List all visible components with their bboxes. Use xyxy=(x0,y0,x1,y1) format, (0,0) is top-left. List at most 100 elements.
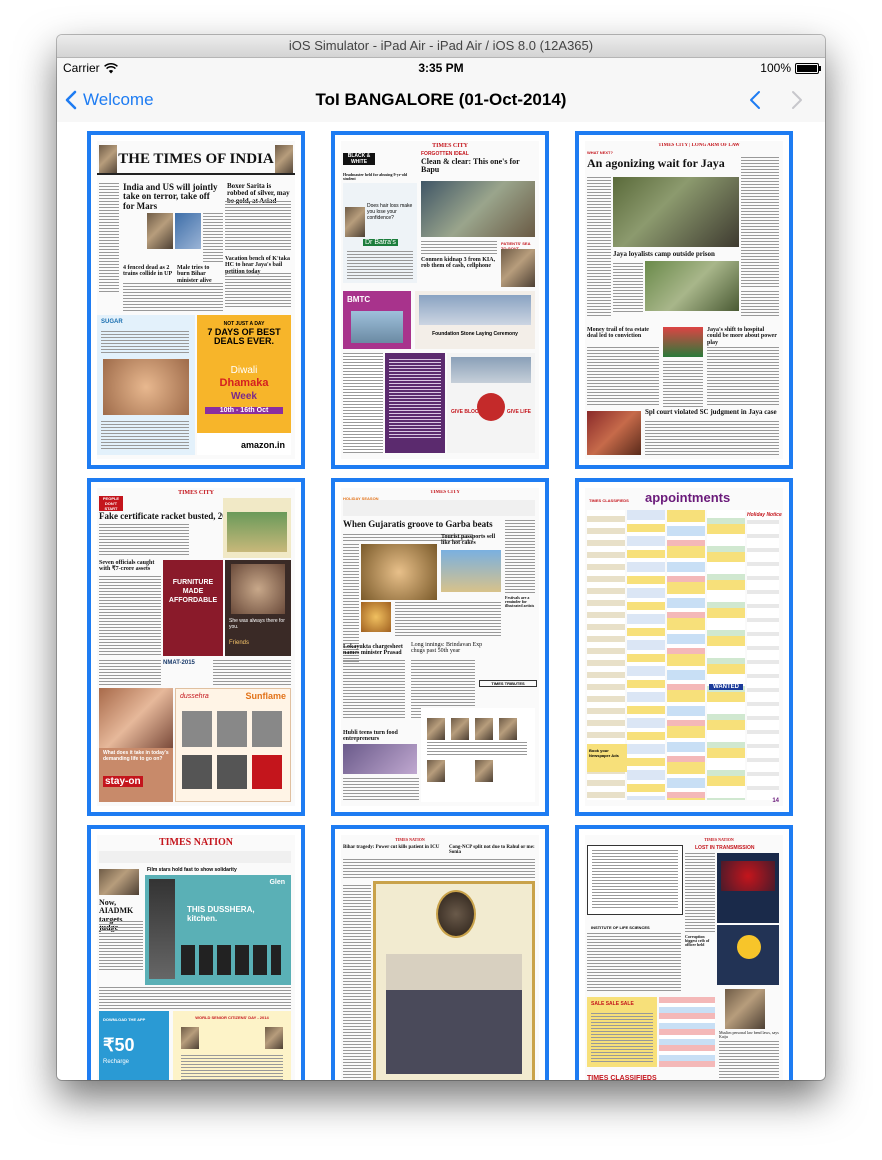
text-column xyxy=(203,213,223,263)
photo xyxy=(147,213,173,249)
classified-column xyxy=(667,510,705,800)
page-thumbnail-9[interactable]: TIMES NATION LOST IN TRANSMISSION Corrup… xyxy=(575,825,793,1080)
page-number: 14 xyxy=(772,798,779,804)
ad-text: NOT JUST A DAY xyxy=(223,321,265,327)
simulator-window: iOS Simulator - iPad Air - iPad Air / iO… xyxy=(57,35,825,1080)
ad-text: ₹50 xyxy=(103,1035,135,1055)
text-column xyxy=(123,283,223,311)
text-column xyxy=(587,933,681,993)
ad: Book your Newspaper Ads xyxy=(587,744,627,772)
back-button[interactable]: Welcome xyxy=(65,78,154,122)
headline: Bihar tragedy: Power cut kills patient i… xyxy=(343,845,440,850)
text-column xyxy=(421,241,497,255)
ad-text: Book your Newspaper Ads xyxy=(589,748,619,758)
page-thumbnail-2[interactable]: TIMES CITY BLACK & WHITE FORGOTTEN IDEAL… xyxy=(331,131,549,469)
photo xyxy=(475,760,493,782)
photo xyxy=(663,327,703,357)
ad-text: WANTED xyxy=(709,684,743,690)
page-thumbnail-6[interactable]: TIMES CLASSIFIEDS appointments Holiday N… xyxy=(575,478,793,816)
photo xyxy=(451,357,531,383)
text-column xyxy=(213,660,291,686)
photo xyxy=(441,550,501,592)
status-left: Carrier xyxy=(63,58,118,78)
text-column xyxy=(719,1041,779,1080)
page-thumbnail-7[interactable]: TIMES NATION Film stars hold fast to sho… xyxy=(87,825,305,1080)
building-photo xyxy=(419,295,531,325)
product-images xyxy=(182,755,282,789)
text-column xyxy=(741,291,779,317)
sunflame-ad: dussehra Sunflame xyxy=(175,688,291,802)
ad-text: Week xyxy=(231,391,257,402)
photo xyxy=(345,207,365,237)
ad-text: Recharge xyxy=(103,1059,130,1065)
newspaper-page: THE TIMES OF INDIA India and US will joi… xyxy=(97,141,295,459)
headline: Jaya's shift to hospital could be more a… xyxy=(707,327,777,346)
ad-text: What does it take in today's demanding l… xyxy=(103,750,169,762)
page-nav-arrows xyxy=(749,78,803,122)
text-column xyxy=(707,347,779,407)
text-column xyxy=(343,660,405,720)
carrier-label: Carrier xyxy=(63,61,100,75)
headline: 4 fenced dead as 2 trains collide in UP xyxy=(123,265,173,278)
text-column xyxy=(343,778,419,802)
next-page-button[interactable] xyxy=(791,90,803,110)
photo xyxy=(265,1027,283,1049)
text-column xyxy=(99,183,119,293)
text-column xyxy=(343,859,535,879)
masthead: appointments xyxy=(645,490,731,505)
section-label: BLACK & WHITE xyxy=(343,153,375,165)
hands-photo xyxy=(103,359,189,415)
text-column xyxy=(427,742,527,756)
ad xyxy=(223,498,291,558)
product-images xyxy=(182,711,282,747)
sale-ad: SALE SALE SALE xyxy=(587,997,657,1067)
text-column xyxy=(592,850,678,910)
page-thumbnail-5[interactable]: TIMES CITY HOLIDAY SEASON When Gujaratis… xyxy=(331,478,549,816)
headline: Film stars hold fast to show solidarity xyxy=(147,867,237,873)
amazon-ad: NOT JUST A DAY 7 DAYS OF BEST DEALS EVER… xyxy=(197,315,291,455)
status-right: 100% xyxy=(760,58,821,78)
photo xyxy=(725,989,765,1029)
stay-on-ad: What does it take in today's demanding l… xyxy=(99,688,173,802)
classified-column xyxy=(747,510,779,800)
brand-label: TIMES CLASSIFIEDS xyxy=(587,1075,657,1080)
headline: Jaya loyalists camp outside prison xyxy=(613,250,715,258)
ad-text: BMTC xyxy=(347,295,371,304)
masthead: TIMES CITY xyxy=(432,143,468,149)
food-photo xyxy=(361,544,437,600)
newspaper-page: TIMES NATION Bihar tragedy: Power cut ki… xyxy=(341,835,539,1080)
page-thumbnail-8[interactable]: TIMES NATION Bihar tragedy: Power cut ki… xyxy=(331,825,549,1080)
text-column xyxy=(343,534,473,542)
ad-text: NMAT-2015 xyxy=(163,660,195,666)
masthead: TIMES CITY xyxy=(178,490,214,496)
ad-text: Sunflame xyxy=(245,691,286,701)
ad-text: THIS DUSSHERA, kitchen. xyxy=(187,905,255,923)
page-thumbnail-1[interactable]: THE TIMES OF INDIA India and US will joi… xyxy=(87,131,305,469)
text-column xyxy=(505,520,535,594)
ad-text: 10th - 16th Oct xyxy=(205,407,283,414)
page-thumbnail-4[interactable]: TIMES CITY PEOPLE DON'T START Fake certi… xyxy=(87,478,305,816)
page-thumbnail-3[interactable]: TIMES CITY | LONG ARM OF LAW WHAT NEXT? … xyxy=(575,131,793,469)
text-column xyxy=(587,347,659,407)
headline: Muslim personal law bend laws, says Katj… xyxy=(719,1030,779,1040)
newspaper-page: TIMES NATION Film stars hold fast to sho… xyxy=(97,835,295,1080)
ad-footer xyxy=(197,433,291,455)
previous-page-button[interactable] xyxy=(749,90,761,110)
text-column xyxy=(99,921,143,971)
text-column xyxy=(99,576,161,656)
masthead: TIMES CITY | LONG ARM OF LAW xyxy=(658,143,740,148)
lead-headline: Clean & clear: This one's for Bapu xyxy=(421,157,520,175)
newspaper-page: TIMES NATION LOST IN TRANSMISSION Corrup… xyxy=(585,835,783,1080)
text-column xyxy=(225,201,291,251)
ad-text: Glen xyxy=(269,879,285,886)
headline: Conmen kidnap 3 from KIA, rob them of ca… xyxy=(421,257,496,270)
text-column xyxy=(663,361,703,407)
lead-headline: India and US will jointly take on terror… xyxy=(123,182,218,211)
ad-text: Friends xyxy=(229,640,250,646)
ad-text: Holiday Notice xyxy=(747,512,782,518)
ad-text: Dr Batra's xyxy=(363,239,398,246)
infographic xyxy=(717,925,779,985)
divider xyxy=(97,173,295,175)
ad-copy xyxy=(101,331,189,353)
headline: Tourist passports sell like hot cakes xyxy=(441,534,496,547)
